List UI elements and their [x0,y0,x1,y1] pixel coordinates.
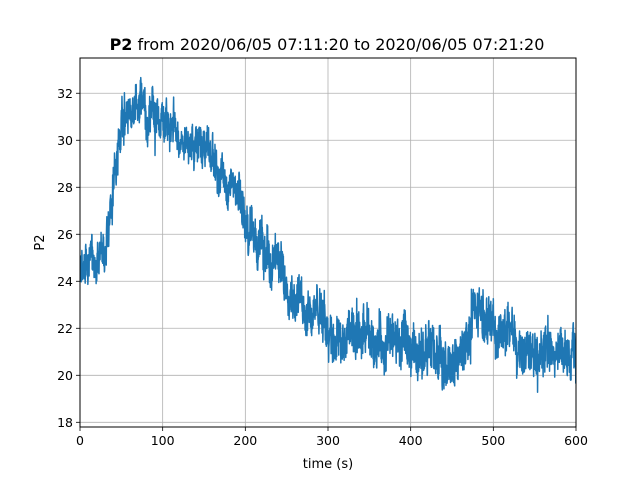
y-tick-label: 32 [57,86,73,101]
y-tick-label: 18 [57,415,73,430]
y-tick-label: 20 [57,368,73,383]
chart-title-bold: P2 [110,35,133,54]
series-layer [80,76,576,394]
chart-title-rest: from 2020/06/05 07:11:20 to 2020/06/05 0… [132,35,544,54]
y-tick-label: 22 [57,321,73,336]
y-tick-label: 28 [57,180,73,195]
y-tick-label: 30 [57,133,73,148]
series-line [80,76,576,394]
x-tick-label: 500 [481,433,505,448]
x-tick-label: 100 [151,433,175,448]
x-tick-label: 400 [399,433,423,448]
y-tick-label: 24 [57,274,73,289]
x-tick-label: 0 [76,433,84,448]
tick-layer: 0 100 200 300 400 500 600 18 20 22 24 26 28 30 32 [57,86,588,448]
chart-title: P2 from 2020/06/05 07:11:20 to 2020/06/0… [110,35,545,54]
x-tick-label: 200 [233,433,257,448]
y-tick-label: 26 [57,227,73,242]
x-tick-label: 600 [564,433,588,448]
x-tick-label: 300 [316,433,340,448]
grid [79,58,577,427]
y-axis-label: P2 [33,234,48,250]
x-axis-label: time (s) [303,457,353,472]
